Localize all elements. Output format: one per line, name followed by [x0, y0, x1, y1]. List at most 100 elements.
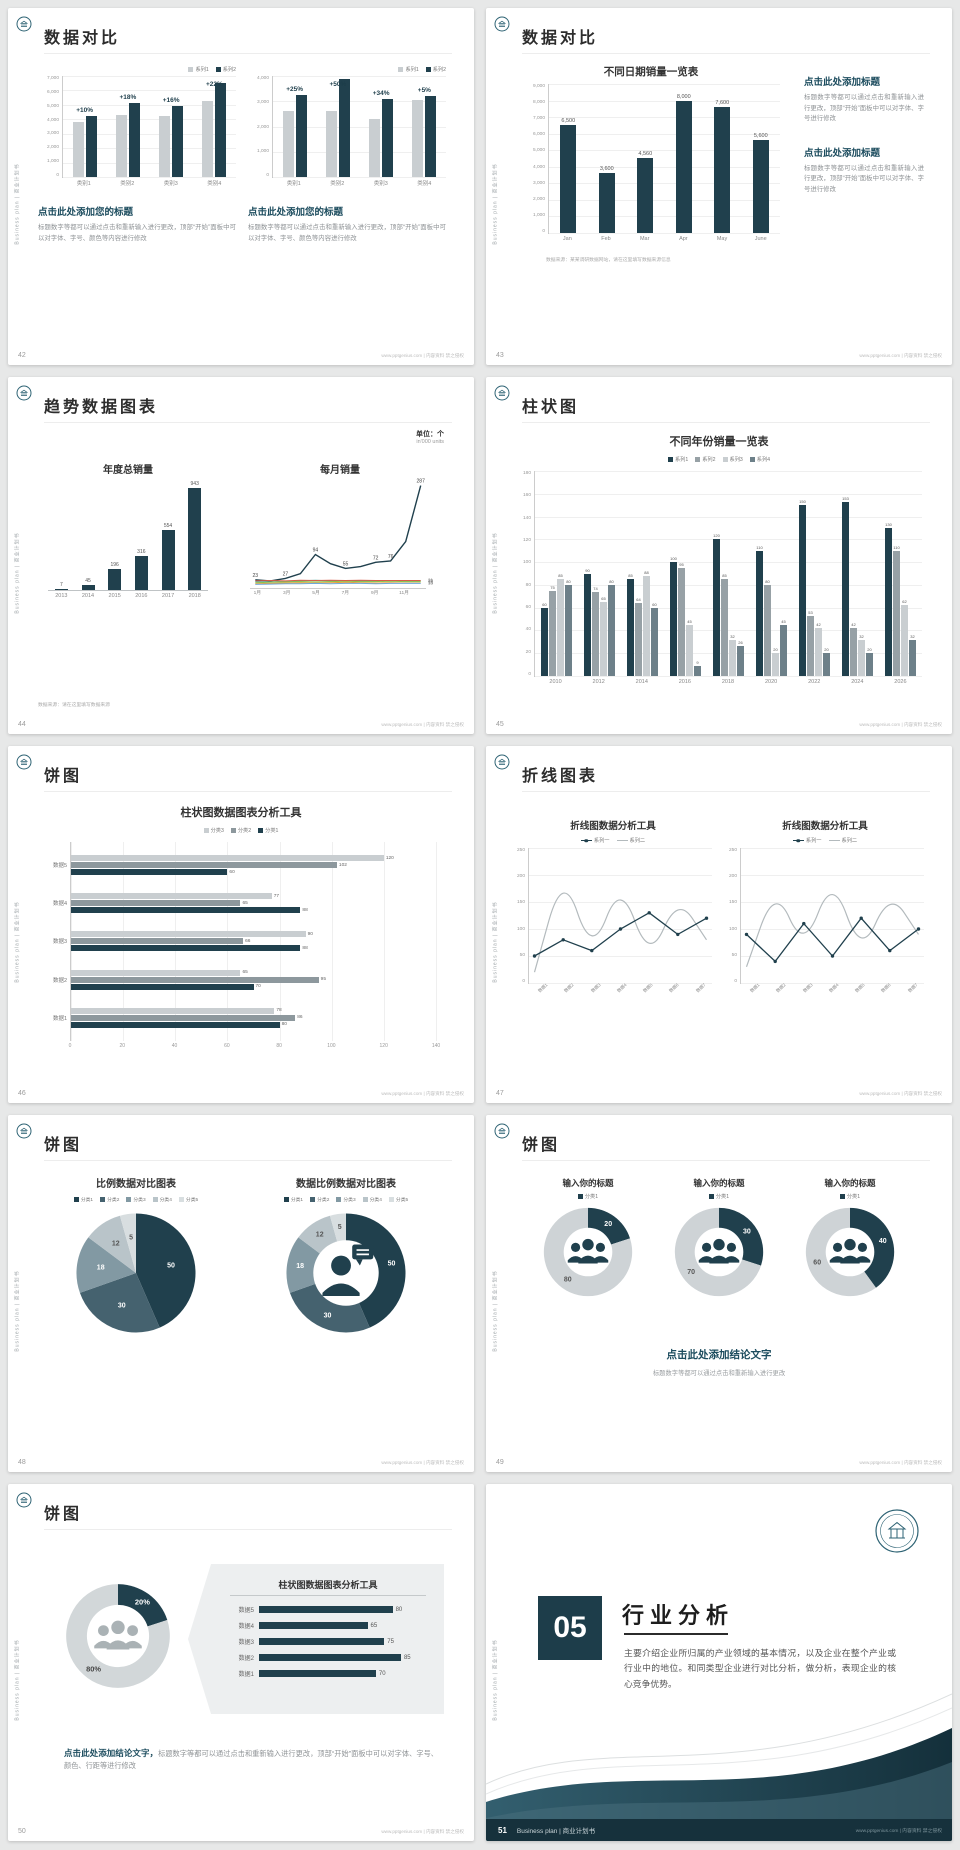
- page-number: 42: [18, 352, 26, 359]
- page-number: 43: [496, 352, 504, 359]
- svg-text:76: 76: [388, 554, 394, 560]
- chart-legend: 系列一 系列二: [726, 837, 924, 844]
- svg-text:80: 80: [564, 1277, 572, 1284]
- chart-block-left: 折线图数据分析工具 系列一 系列二 250 200 150 100 50 0 数据1 数据2 数据…: [514, 818, 712, 996]
- footer-site-text: www.pptgenius.com | 内容资料 禁之侵权: [381, 1091, 464, 1096]
- emblem-icon: [494, 16, 510, 32]
- sidebar-vertical-text: Business plan | 商业计划书: [14, 1639, 21, 1721]
- bar-chart: 9,000 8,000 7,000 6,000 5,000 4,000 3,000 2,000…: [522, 84, 780, 244]
- slide-title: 折线图表: [522, 768, 599, 785]
- block-heading: 点击此处添加您的标题: [38, 207, 134, 218]
- conclusion-bold: 点击此处添加结论文字，: [64, 1748, 159, 1758]
- line-chart: 250 200 150 100 50 0 数据1 数据2 数据3 数据4 数据5 数据6 数据7: [726, 848, 924, 996]
- chart-title: 年度总销量: [103, 465, 153, 476]
- chart-title: 折线图数据分析工具: [570, 821, 656, 832]
- slide-title: 饼图: [44, 1506, 83, 1523]
- svg-text:12: 12: [316, 1232, 324, 1239]
- svg-text:30: 30: [743, 1229, 751, 1236]
- svg-text:23: 23: [253, 573, 259, 579]
- block-body: 标题数字等都可以通过点击和重新输入进行更改，顶部“开始”面板中可以对字体、字号、…: [248, 224, 446, 242]
- donut-chart: 30 70: [653, 1206, 785, 1298]
- title-divider: [522, 1160, 930, 1161]
- svg-text:20%: 20%: [135, 1597, 150, 1606]
- sidebar-vertical-text: Business plan | 商业计划书: [14, 1270, 21, 1352]
- section-heading: 行业分析: [622, 1603, 735, 1628]
- chart-legend: 系列一 系列二: [514, 837, 712, 844]
- conclusion-rest: 标题数字等都可以通过点击和重新输入进行更改，顶部“开始”面板中可以对字体、字号、…: [64, 1749, 438, 1771]
- title-divider: [522, 53, 930, 54]
- svg-text:5: 5: [338, 1224, 342, 1231]
- block-heading: 输入你的标题: [693, 1178, 745, 1188]
- slide-42[interactable]: Business plan | 商业计划书 数据对比 系列1 系列2 7,000 6…: [8, 8, 474, 365]
- donut-chart: 20 80: [522, 1206, 654, 1298]
- unit-note: 单位：个 in'000 units: [416, 429, 444, 445]
- emblem-icon: [494, 754, 510, 770]
- footer-bar: 51 Business plan | 商业计划书 www.pptgenius.c…: [486, 1819, 952, 1841]
- chart-title: 不同年份销量一览表: [669, 436, 769, 448]
- slide-46[interactable]: Business plan | 商业计划书 饼图 柱状图数据图表分析工具 分类3…: [8, 746, 474, 1103]
- svg-text:60: 60: [813, 1259, 821, 1266]
- svg-text:13: 13: [428, 581, 434, 586]
- annual-sales-bar-chart: 7 45 196 316 554 943 2013 2014 2015 2016 2017 2018: [48, 481, 208, 601]
- slide-44[interactable]: Business plan | 商业计划书 趋势数据图表 单位：个 in'000…: [8, 377, 474, 734]
- svg-text:40: 40: [879, 1238, 887, 1245]
- section-body: 主要介绍企业所归属的产业领域的基本情况，以及企业在整个产业或行业中的地位。和同类…: [624, 1648, 896, 1689]
- svg-text:287: 287: [417, 479, 426, 485]
- text-column: 点击此处添加标题 标题数字等都可以通过点击和重新输入进行更改，顶部“开始”面板中…: [804, 74, 924, 215]
- footer-site-text: www.pptgenius.com | 内容资料 禁之侵权: [859, 1091, 942, 1096]
- slide-50[interactable]: Business plan | 商业计划书 饼图 20% 80% 柱状图数据图表分…: [8, 1484, 474, 1841]
- slide-51[interactable]: Business plan | 商业计划书 05 行业分析 主要介绍企业所归属的…: [486, 1484, 952, 1841]
- svg-text:18: 18: [428, 579, 434, 584]
- donut-block: 输入你的标题 分类1 40 60: [784, 1177, 916, 1298]
- title-divider: [44, 422, 452, 423]
- sidebar-vertical-text: Business plan | 商业计划书: [492, 163, 499, 245]
- slide-title: 饼图: [44, 1137, 83, 1154]
- emblem-icon: [16, 385, 32, 401]
- chart-block-left: 系列1 系列2 7,000 6,000 5,000 4,000 3,000 2,000 1,0…: [38, 66, 236, 244]
- footer-site-text: www.pptgenius.com | 内容资料 禁之侵权: [859, 722, 942, 727]
- title-divider: [44, 791, 452, 792]
- page-number: 49: [496, 1459, 504, 1466]
- conclusion-body: 标题数字等都可以通过点击和重新输入进行更改: [652, 1370, 786, 1377]
- horizontal-bar-chart: 数据5 120 102 60 数据4 77 65 88 数据3 90 66 88 数据2 65 95 70 数据…: [44, 842, 440, 1050]
- footer-site-text: www.pptgenius.com | 内容资料 禁之侵权: [855, 1828, 942, 1834]
- chart-legend: 分类1: [784, 1193, 916, 1200]
- wave-decoration: [486, 1693, 952, 1841]
- conclusion: 点击此处添加结论文字 标题数字等都可以通过点击和重新输入进行更改: [486, 1347, 952, 1377]
- heading-underline: [624, 1633, 728, 1635]
- unit-sublabel: in'000 units: [416, 439, 444, 445]
- slide-45[interactable]: Business plan | 商业计划书 柱状图 不同年份销量一览表 系列1 系…: [486, 377, 952, 734]
- donut-chart: 40 60: [784, 1206, 916, 1298]
- svg-text:80%: 80%: [86, 1665, 101, 1674]
- slide-title: 饼图: [522, 1137, 561, 1154]
- svg-text:50: 50: [388, 1260, 396, 1267]
- line-chart: 250 200 150 100 50 0 数据1 数据2 数据3 数据4 数据5 数据6 数据7: [514, 848, 712, 996]
- chart-legend: 分类1 分类2 分类3 分类4 分类5: [36, 1196, 236, 1203]
- svg-text:30: 30: [118, 1303, 126, 1310]
- emblem-icon: [494, 1123, 510, 1139]
- text-block: 点击此处添加标题 标题数字等都可以通过点击和重新输入进行更改，顶部“开始”面板中…: [804, 74, 924, 125]
- slide-47[interactable]: Business plan | 商业计划书 折线图表 折线图数据分析工具 系列一…: [486, 746, 952, 1103]
- svg-text:12: 12: [112, 1240, 120, 1247]
- chart-block-right: 折线图数据分析工具 系列一 系列二 250 200 150 100 50 0 数据1 数据2 数据…: [726, 818, 924, 996]
- block-body: 标题数字等都可以通过点击和重新输入进行更改，顶部“开始”面板中可以对字体、字号进…: [804, 94, 924, 123]
- page-number: 47: [496, 1090, 504, 1097]
- slide-title: 柱状图: [522, 399, 580, 416]
- slide-48[interactable]: Business plan | 商业计划书 饼图 比例数据对比图表 分类1 分类2…: [8, 1115, 474, 1472]
- slide-title: 饼图: [44, 768, 83, 785]
- svg-text:5: 5: [129, 1234, 133, 1241]
- slide-title: 数据对比: [522, 30, 599, 47]
- slide-49[interactable]: Business plan | 商业计划书 饼图 输入你的标题 分类1 20 80…: [486, 1115, 952, 1472]
- svg-text:20: 20: [428, 578, 434, 583]
- block-heading: 点击此处添加您的标题: [248, 207, 344, 218]
- chart-legend: 系列1 系列2: [38, 66, 236, 73]
- slide-43[interactable]: Business plan | 商业计划书 数据对比 不同日期销量一览表 9,0…: [486, 8, 952, 365]
- data-source-note: 数据来源：请在这里填写数据来源: [38, 703, 110, 708]
- donut-chart: 20% 80%: [60, 1582, 176, 1690]
- conclusion-paragraph: 点击此处添加结论文字，标题数字等都可以通过点击和重新输入进行更改，顶部“开始”面…: [64, 1746, 438, 1773]
- footer-site-text: www.pptgenius.com | 内容资料 禁之侵权: [859, 1460, 942, 1465]
- panel-content: 柱状图数据图表分析工具 数据5 80 数据4 65 数据3 75 数据2 85 数据1 70: [230, 1578, 426, 1685]
- emblem-icon: [16, 1492, 32, 1508]
- sidebar-vertical-text: Business plan | 商业计划书: [14, 532, 21, 614]
